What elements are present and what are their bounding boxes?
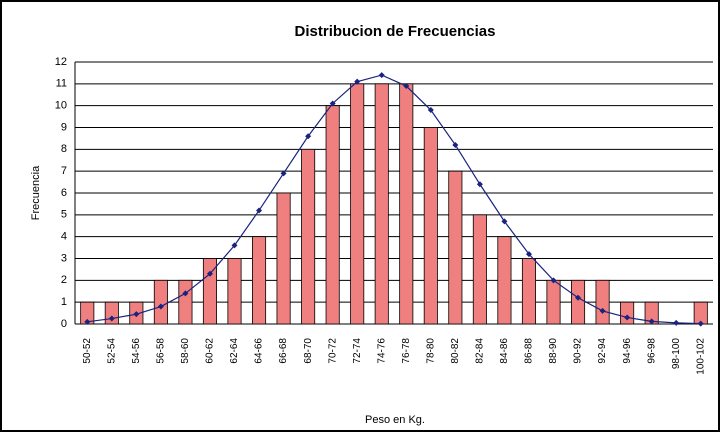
x-tick-label: 84-86 bbox=[499, 338, 510, 364]
x-tick-label: 96-98 bbox=[646, 338, 657, 364]
line-marker bbox=[84, 318, 91, 325]
line-marker bbox=[305, 133, 312, 140]
x-tick-label: 66-68 bbox=[278, 338, 289, 364]
line-marker bbox=[403, 83, 410, 90]
y-tick-label: 10 bbox=[55, 100, 67, 112]
x-tick-label: 52-54 bbox=[106, 338, 117, 364]
x-tick-label: 76-78 bbox=[401, 338, 412, 364]
line-marker bbox=[157, 303, 164, 310]
line-marker bbox=[550, 277, 557, 284]
bar bbox=[153, 279, 168, 325]
x-tick-label: 64-66 bbox=[254, 338, 265, 364]
y-tick-label: 9 bbox=[61, 121, 67, 133]
bar bbox=[399, 83, 414, 325]
y-tick-label: 3 bbox=[61, 252, 67, 264]
y-tick-label: 11 bbox=[56, 78, 67, 90]
x-tick-label: 78-80 bbox=[425, 338, 436, 364]
bar bbox=[521, 258, 536, 325]
y-tick-label: 6 bbox=[61, 187, 67, 199]
line-marker bbox=[354, 78, 361, 85]
bar bbox=[472, 214, 487, 325]
bar bbox=[350, 83, 365, 325]
bar bbox=[227, 258, 242, 325]
y-tick-label: 2 bbox=[61, 274, 67, 286]
line-marker bbox=[673, 319, 680, 326]
y-tick-label: 1 bbox=[61, 296, 67, 308]
line-marker bbox=[525, 251, 532, 258]
line-marker bbox=[476, 181, 483, 188]
x-tick-label: 100-102 bbox=[695, 338, 706, 375]
x-tick-label: 88-90 bbox=[548, 338, 559, 364]
line-marker bbox=[206, 270, 213, 277]
x-tick-label: 80-82 bbox=[450, 338, 461, 364]
y-tick-label: 0 bbox=[61, 318, 67, 330]
line-marker bbox=[648, 318, 655, 325]
bar bbox=[202, 258, 217, 325]
line bbox=[87, 74, 701, 325]
line-marker bbox=[501, 218, 508, 225]
bar bbox=[571, 279, 586, 325]
x-tick-label: 82-84 bbox=[475, 338, 486, 364]
line-marker bbox=[182, 290, 189, 297]
x-tick-label: 94-96 bbox=[622, 338, 633, 364]
x-tick-label: 90-92 bbox=[573, 338, 584, 364]
x-tick-label: 92-94 bbox=[597, 338, 608, 364]
bar bbox=[448, 170, 463, 325]
line-marker bbox=[697, 320, 704, 327]
x-tick-label: 86-88 bbox=[524, 338, 535, 364]
y-tick-label: 5 bbox=[61, 209, 67, 221]
line-marker bbox=[280, 170, 287, 177]
bar bbox=[252, 236, 267, 325]
x-tick-label: 56-58 bbox=[156, 338, 167, 364]
bar bbox=[423, 127, 438, 325]
x-axis-label: Peso en Kg. bbox=[365, 414, 425, 426]
x-tick-label: 98-100 bbox=[671, 338, 682, 370]
x-tick-label: 68-70 bbox=[303, 338, 314, 364]
y-tick-label: 12 bbox=[55, 56, 67, 68]
bar bbox=[276, 192, 291, 325]
bar bbox=[374, 83, 389, 325]
y-tick-label: 7 bbox=[61, 165, 67, 177]
x-tick-label: 72-74 bbox=[352, 338, 363, 364]
bar bbox=[497, 236, 512, 325]
line-marker bbox=[624, 314, 631, 321]
x-tick-label: 74-76 bbox=[376, 338, 387, 364]
line-marker bbox=[427, 107, 434, 114]
x-tick-label: 70-72 bbox=[327, 338, 338, 364]
x-tick-label: 62-64 bbox=[229, 338, 240, 364]
bar bbox=[620, 301, 635, 325]
line-marker bbox=[452, 141, 459, 148]
bar bbox=[178, 279, 193, 325]
line-marker bbox=[231, 242, 238, 249]
y-tick-label: 4 bbox=[61, 231, 67, 243]
x-tick-label: 58-60 bbox=[180, 338, 191, 364]
line-marker bbox=[256, 207, 263, 214]
line-marker bbox=[133, 311, 140, 318]
chart-title: Distribucion de Frecuencias bbox=[295, 23, 496, 40]
line-marker bbox=[378, 72, 385, 79]
bar bbox=[301, 148, 316, 325]
line-marker bbox=[329, 100, 336, 107]
bar bbox=[325, 105, 340, 325]
bar bbox=[595, 279, 610, 325]
line-marker bbox=[575, 294, 582, 301]
y-tick-label: 8 bbox=[61, 143, 67, 155]
x-tick-label: 60-62 bbox=[205, 338, 216, 364]
line-marker bbox=[599, 307, 606, 314]
x-tick-label: 50-52 bbox=[82, 338, 93, 364]
bar bbox=[546, 279, 561, 325]
y-axis-label: Frecuencia bbox=[30, 165, 42, 220]
line-marker bbox=[108, 315, 115, 322]
x-tick-label: 54-56 bbox=[131, 338, 142, 364]
